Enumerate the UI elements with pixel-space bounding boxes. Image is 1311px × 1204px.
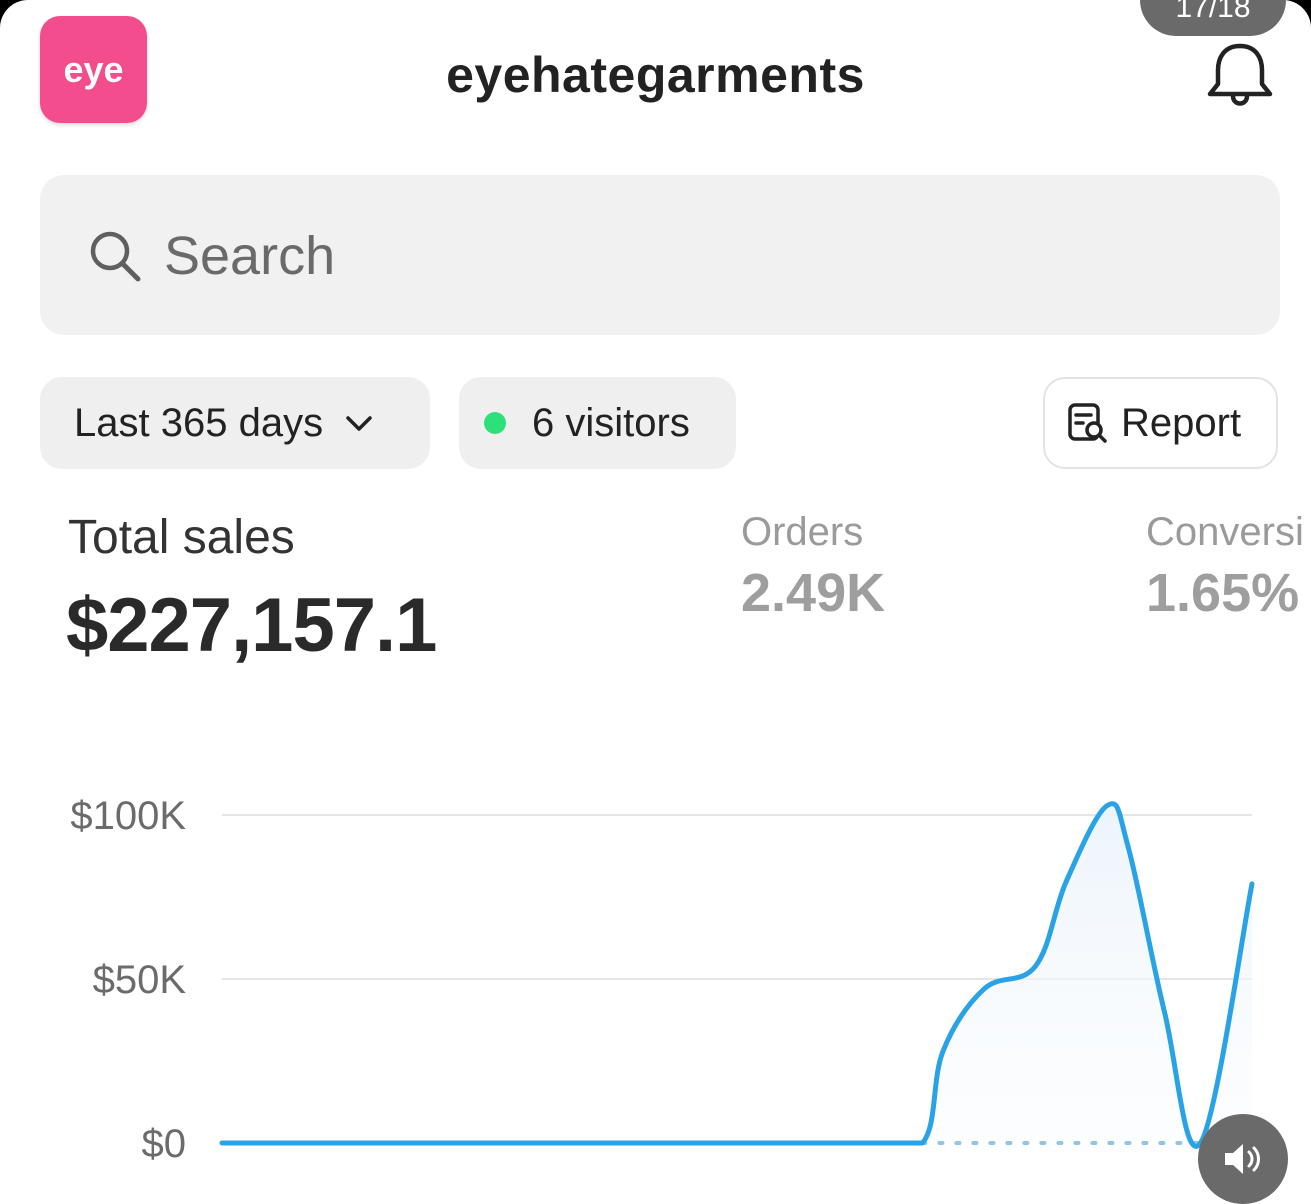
conversion-label[interactable]: Conversi <box>1146 510 1304 554</box>
date-range-label: Last 365 days <box>74 400 324 445</box>
live-status-dot <box>484 412 506 434</box>
y-tick-label: $0 <box>142 1122 187 1166</box>
search-bar[interactable] <box>40 175 1280 335</box>
store-logo[interactable]: eye <box>40 16 147 123</box>
bell-icon[interactable] <box>1200 40 1280 112</box>
total-sales-label: Total sales <box>68 511 295 564</box>
speaker-icon <box>1225 1144 1260 1174</box>
sales-series-line <box>219 801 1255 1149</box>
search-icon <box>90 231 141 282</box>
report-button[interactable]: Report <box>1043 377 1278 469</box>
conversion-value[interactable]: 1.65% <box>1146 563 1300 623</box>
chevron-down-icon <box>346 416 372 431</box>
store-name: eyehategarments <box>446 47 865 103</box>
sound-toggle-button[interactable] <box>1198 1114 1288 1204</box>
report-icon <box>1068 403 1107 443</box>
sales-chart: $100K $50K $0 <box>70 794 1255 1166</box>
orders-value[interactable]: 2.49K <box>741 563 886 623</box>
visitors-label: 6 visitors <box>532 400 690 445</box>
y-tick-label: $100K <box>70 794 186 838</box>
report-label: Report <box>1121 400 1242 445</box>
page-counter: 17/18 <box>1140 0 1286 36</box>
orders-label[interactable]: Orders <box>741 510 864 554</box>
sales-area <box>222 803 1252 1147</box>
live-visitors-chip[interactable]: 6 visitors <box>459 377 736 469</box>
y-tick-label: $50K <box>93 958 187 1002</box>
total-sales-value: $227,157.1 <box>66 583 437 668</box>
date-range-dropdown[interactable]: Last 365 days <box>40 377 430 469</box>
search-input[interactable] <box>162 215 1166 297</box>
